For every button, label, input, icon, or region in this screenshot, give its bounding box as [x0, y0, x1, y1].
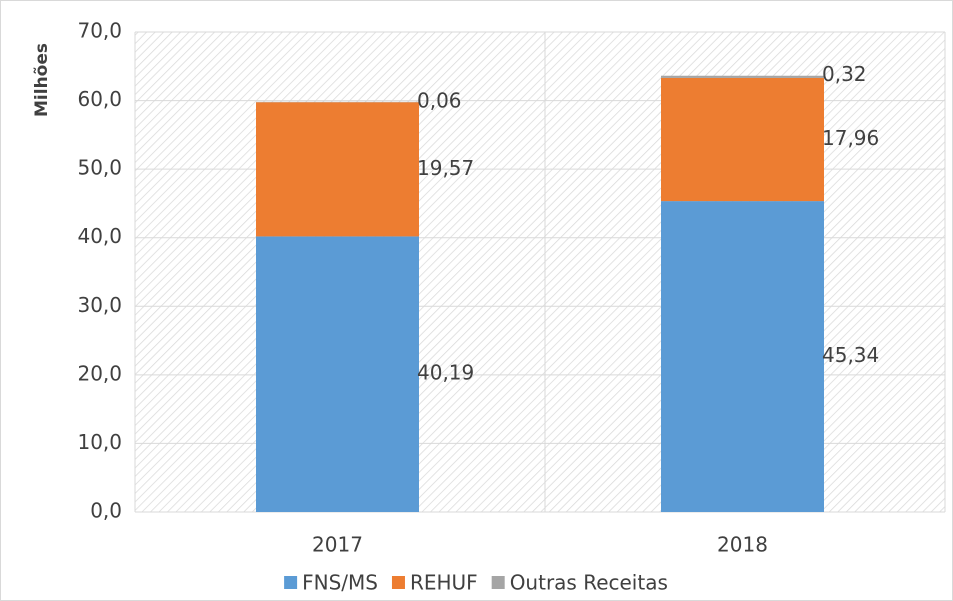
y-tick-label: 60,0 [77, 87, 122, 111]
legend-label: FNS/MS [302, 571, 378, 595]
y-tick-label: 30,0 [77, 293, 122, 317]
data-label: 40,19 [417, 361, 474, 385]
legend-label: REHUF [410, 571, 478, 595]
y-tick-label: 50,0 [77, 156, 122, 180]
y-tick-label: 0,0 [90, 499, 122, 523]
data-label: 0,06 [417, 88, 462, 112]
y-tick-label: 70,0 [77, 19, 122, 43]
y-tick-label: 40,0 [77, 224, 122, 248]
x-tick-label: 2017 [312, 533, 363, 557]
x-tick-label: 2018 [717, 533, 768, 557]
bar-segment [256, 236, 419, 512]
data-label: 17,96 [822, 126, 879, 150]
bar-segment [256, 102, 419, 237]
y-axis-title: Milhões [32, 43, 52, 117]
y-tick-label: 10,0 [77, 430, 122, 454]
legend-swatch [491, 576, 505, 589]
legend-swatch [284, 576, 298, 589]
bar-segment [661, 75, 824, 78]
data-label: 0,32 [822, 62, 867, 86]
data-label: 45,34 [822, 343, 879, 367]
bar-segment [661, 77, 824, 202]
data-label: 19,57 [417, 156, 474, 180]
legend-label: Outras Receitas [510, 571, 668, 595]
legend-swatch [391, 576, 405, 589]
y-tick-label: 20,0 [77, 361, 122, 385]
bar-segment [661, 201, 824, 512]
